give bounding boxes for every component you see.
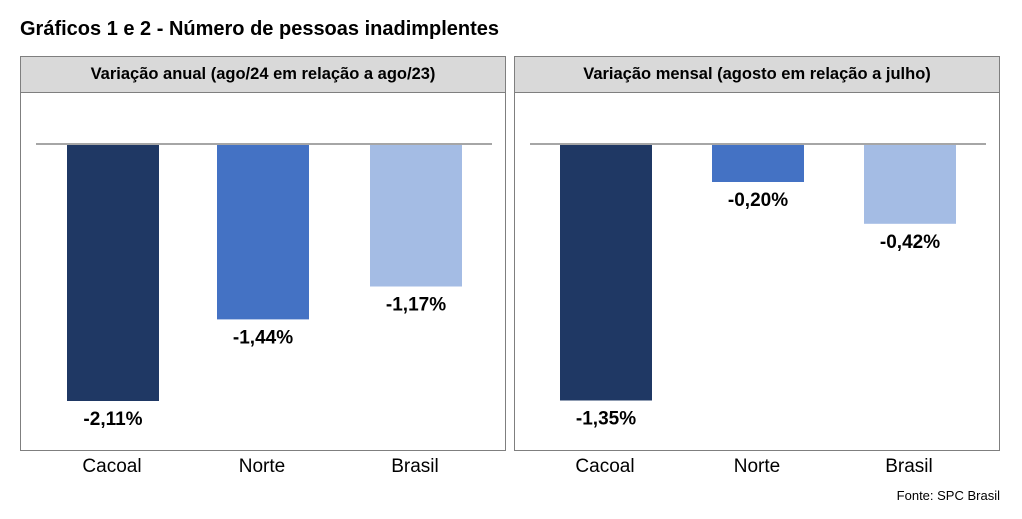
bar-cacoal <box>560 144 652 401</box>
chart-title-annual: Variação anual (ago/24 em relação a ago/… <box>21 57 505 93</box>
x-tick-label: Cacoal <box>82 456 142 477</box>
x-tick-label: Brasil <box>885 456 933 477</box>
data-label: -0,20% <box>728 190 788 211</box>
page-title: Gráficos 1 e 2 - Número de pessoas inadi… <box>20 18 500 40</box>
source-note: Fonte: SPC Brasil <box>896 488 1000 503</box>
x-tick-label: Cacoal <box>575 456 635 477</box>
x-tick-label: Brasil <box>391 456 439 477</box>
bar-norte <box>712 144 804 182</box>
x-tick-label: Norte <box>733 456 781 477</box>
chart-panel-monthly: Variação mensal (agosto em relação a jul… <box>514 56 1000 451</box>
data-label: -1,35% <box>576 409 636 430</box>
x-tick-label: Norte <box>238 456 286 477</box>
data-label: -2,11% <box>83 409 142 430</box>
bar-brasil <box>864 144 956 224</box>
chart-annual: -2,11% -1,44% -1,17% <box>36 143 492 430</box>
bar-norte <box>217 144 309 320</box>
chart-monthly: -1,35% -0,20% -0,42% <box>530 143 986 430</box>
chart-title-monthly: Variação mensal (agosto em relação a jul… <box>515 57 999 93</box>
data-label: -0,42% <box>880 232 940 253</box>
bar-cacoal <box>67 144 159 401</box>
bar-brasil <box>370 144 462 287</box>
data-label: -1,44% <box>233 327 293 348</box>
data-label: -1,17% <box>386 295 446 316</box>
chart-panel-annual: Variação anual (ago/24 em relação a ago/… <box>20 56 506 451</box>
